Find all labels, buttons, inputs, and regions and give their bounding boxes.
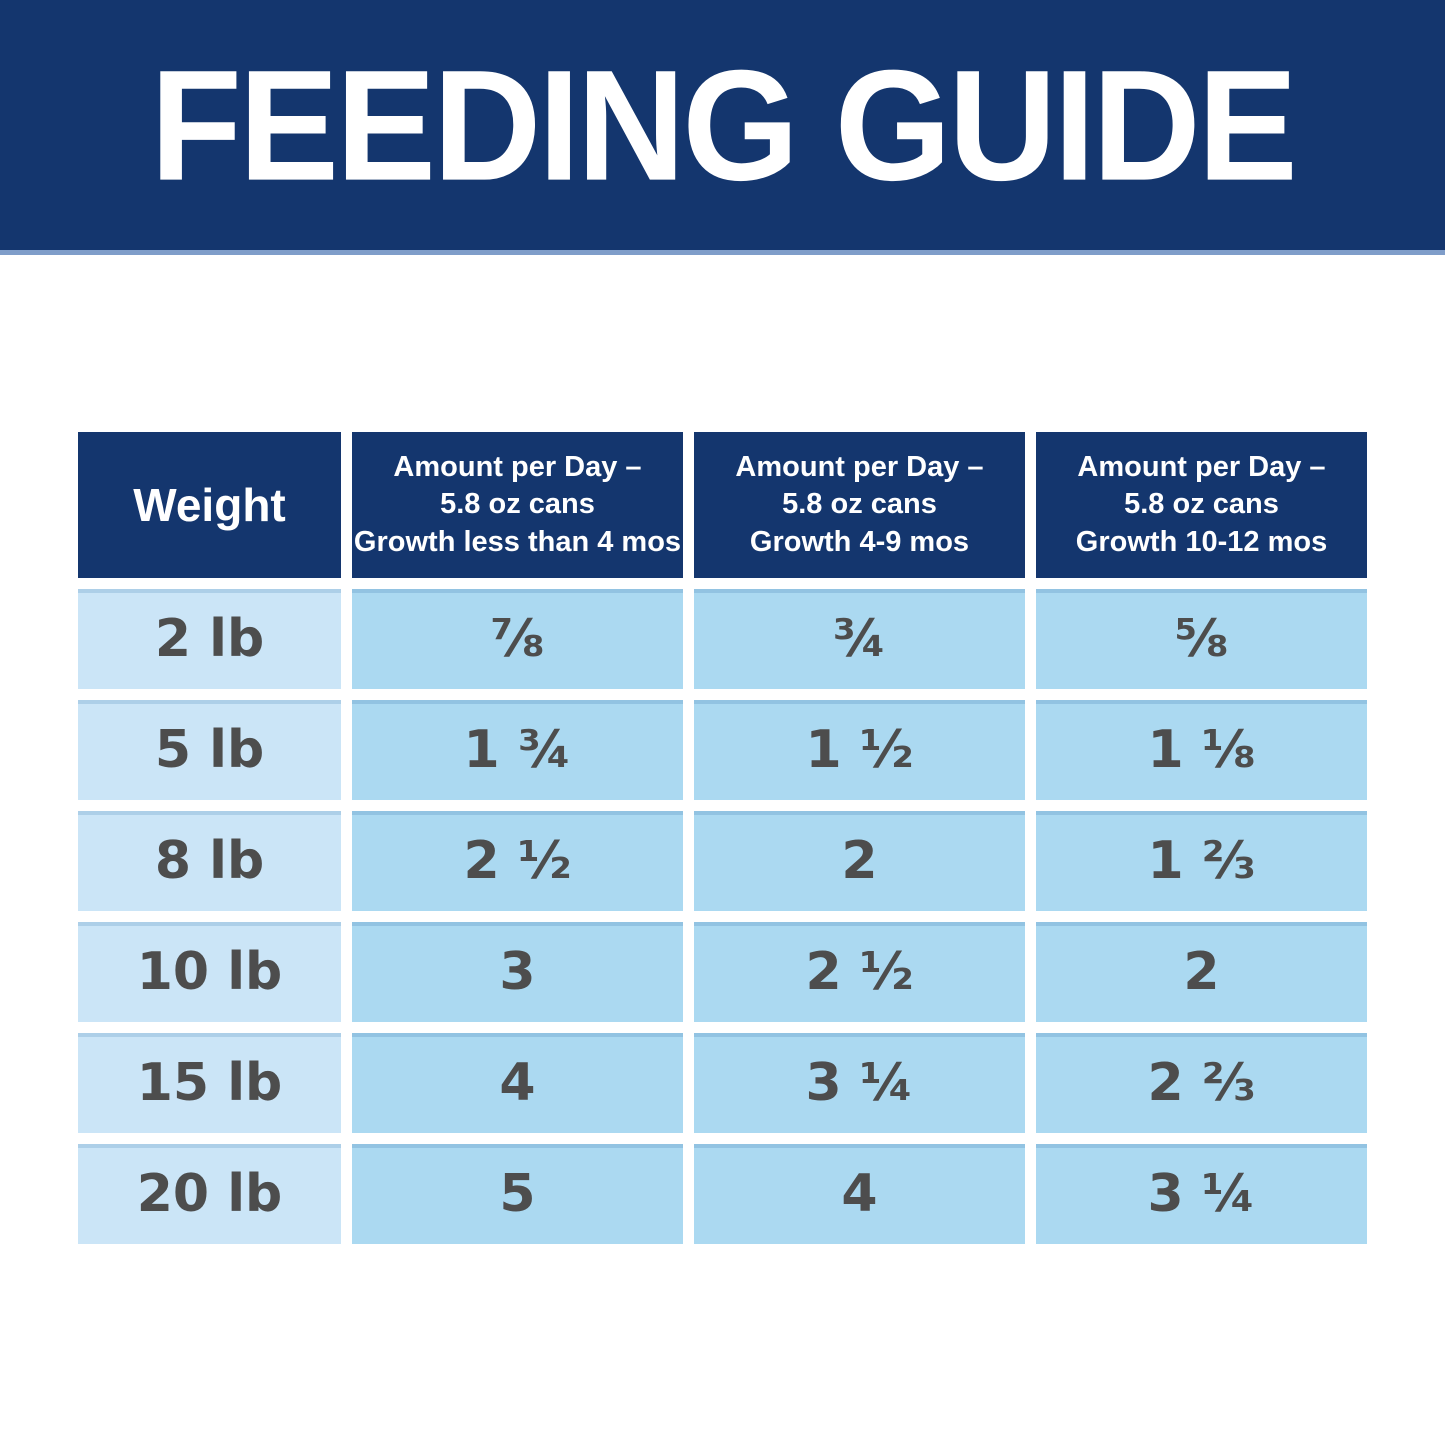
column-header-growth-4-9mos: Amount per Day – 5.8 oz cans Growth 4-9 … (694, 432, 1025, 578)
amount-cell-20lb-10-12mos: 3 ¼ (1036, 1144, 1367, 1244)
column-header-growth-under-4mos: Amount per Day – 5.8 oz cans Growth less… (352, 432, 683, 578)
column-header-growth-10-12mos: Amount per Day – 5.8 oz cans Growth 10-1… (1036, 432, 1367, 578)
weight-cell-15lb: 15 lb (78, 1033, 341, 1133)
amount-cell-20lb-under4mos: 5 (352, 1144, 683, 1244)
weight-cell-20lb: 20 lb (78, 1144, 341, 1244)
amount-cell-10lb-4-9mos: 2 ½ (694, 922, 1025, 1022)
weight-cell-10lb: 10 lb (78, 922, 341, 1022)
amount-cell-2lb-under4mos: ⅞ (352, 589, 683, 689)
amount-cell-15lb-4-9mos: 3 ¼ (694, 1033, 1025, 1133)
amount-cell-10lb-10-12mos: 2 (1036, 922, 1367, 1022)
amount-cell-5lb-10-12mos: 1 ⅛ (1036, 700, 1367, 800)
feeding-guide-table: Weight Amount per Day – 5.8 oz cans Grow… (78, 432, 1367, 1244)
amount-cell-15lb-10-12mos: 2 ⅔ (1036, 1033, 1367, 1133)
column-header-weight: Weight (78, 432, 341, 578)
feeding-guide-banner: FEEDING GUIDE (0, 0, 1445, 255)
amount-cell-2lb-4-9mos: ¾ (694, 589, 1025, 689)
amount-cell-15lb-under4mos: 4 (352, 1033, 683, 1133)
amount-cell-8lb-4-9mos: 2 (694, 811, 1025, 911)
page-title: FEEDING GUIDE (150, 36, 1297, 213)
amount-cell-2lb-10-12mos: ⅝ (1036, 589, 1367, 689)
amount-cell-8lb-under4mos: 2 ½ (352, 811, 683, 911)
amount-cell-5lb-4-9mos: 1 ½ (694, 700, 1025, 800)
amount-cell-8lb-10-12mos: 1 ⅔ (1036, 811, 1367, 911)
amount-cell-5lb-under4mos: 1 ¾ (352, 700, 683, 800)
amount-cell-20lb-4-9mos: 4 (694, 1144, 1025, 1244)
weight-cell-8lb: 8 lb (78, 811, 341, 911)
weight-cell-2lb: 2 lb (78, 589, 341, 689)
amount-cell-10lb-under4mos: 3 (352, 922, 683, 1022)
weight-cell-5lb: 5 lb (78, 700, 341, 800)
